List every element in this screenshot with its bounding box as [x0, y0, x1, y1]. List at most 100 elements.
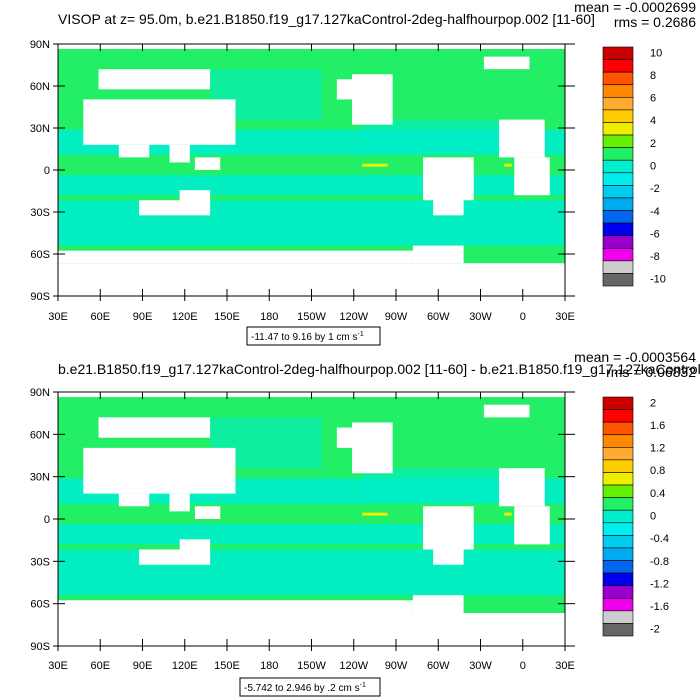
- colorbar-swatch: [602, 547, 634, 561]
- colorbar-swatch: [602, 260, 634, 274]
- colorbar-swatch: [602, 484, 634, 498]
- colorbar-swatch: [602, 71, 634, 86]
- colorbar-swatch: [602, 210, 634, 224]
- x-tick-label: 60E: [90, 311, 110, 323]
- colorbar-swatch: [602, 434, 634, 448]
- y-tick-label: 0: [44, 514, 50, 526]
- mean-label: mean = -0.0003564: [574, 349, 696, 365]
- land-region: [499, 468, 545, 507]
- colorbar-label: -1.6: [650, 601, 669, 613]
- colorbar-swatch: [602, 134, 634, 148]
- x-tick-label: 30E: [48, 660, 68, 672]
- field-band: [58, 524, 565, 545]
- land-region: [483, 56, 530, 70]
- land-region: [179, 190, 211, 211]
- field-band: [58, 549, 565, 596]
- x-tick-label: 30E: [555, 311, 575, 323]
- x-tick-label: 30E: [48, 311, 68, 323]
- colorbar-swatch: [602, 247, 634, 262]
- colorbar-swatch: [602, 222, 634, 236]
- land-region: [514, 157, 550, 196]
- anomaly-streak: [504, 163, 512, 167]
- colorbar-label: -4: [650, 206, 660, 218]
- x-tick-label: 120E: [172, 660, 198, 672]
- colorbar-label: -2: [650, 624, 660, 636]
- colorbar-swatch: [602, 610, 634, 624]
- colorbar-swatch: [602, 109, 634, 123]
- field-band: [58, 175, 565, 196]
- panel-top: VISOP at z= 95.0m, b.e21.B1850.f19_g17.1…: [30, 0, 696, 346]
- plot-title: b.e21.B1850.f19_g17.127kaControl-2deg-ha…: [58, 361, 700, 377]
- x-tick-label: 90W: [385, 311, 408, 323]
- colorbar-swatch: [602, 84, 634, 98]
- land-region: [194, 157, 221, 170]
- colorbar-label: 4: [650, 115, 656, 127]
- land-region: [83, 447, 236, 494]
- land-region: [412, 245, 464, 264]
- x-tick-label: 60W: [427, 311, 450, 323]
- colorbar-swatch: [602, 447, 634, 461]
- x-tick-label: 120W: [339, 660, 368, 672]
- colorbar: 2 1.6 1.2 0.8 0.4 0 -0.4 -0.8 -1.2 -1.6 -2: [602, 396, 669, 637]
- land-region: [483, 404, 530, 418]
- y-tick-label: 30N: [30, 472, 50, 484]
- range-label: -11.47 to 9.16 by 1 cm s-1: [251, 331, 364, 343]
- x-tick-label: 60W: [427, 660, 450, 672]
- colorbar-swatch: [602, 396, 634, 410]
- colorbar-label: 0.4: [650, 488, 665, 500]
- colorbar-swatch: [602, 122, 634, 136]
- colorbar-label: -8: [650, 251, 660, 263]
- colorbar-label: 1.2: [650, 443, 665, 455]
- colorbar-swatch: [602, 97, 634, 111]
- y-tick-label: 90N: [30, 39, 50, 51]
- land-region: [98, 69, 211, 90]
- colorbar-label: 0: [650, 161, 656, 173]
- colorbar-swatch: [602, 585, 634, 599]
- land-region: [336, 427, 373, 448]
- colorbar-swatch: [602, 572, 634, 586]
- y-tick-label: 90S: [30, 291, 50, 303]
- land-region: [433, 539, 464, 565]
- colorbar-swatch: [602, 172, 634, 186]
- y-tick-label: 30N: [30, 123, 50, 135]
- colorbar-label: 8: [650, 70, 656, 82]
- colorbar-swatch: [602, 623, 634, 637]
- colorbar-label: -1.2: [650, 578, 669, 590]
- mean-label: mean = -0.0002699: [574, 0, 696, 15]
- colorbar-swatch: [602, 159, 634, 174]
- x-tick-label: 150W: [297, 311, 326, 323]
- rms-label: rms = 0.06832: [606, 364, 696, 380]
- colorbar-swatch: [602, 273, 634, 287]
- x-tick-label: 150E: [214, 311, 240, 323]
- land-region: [169, 493, 190, 512]
- colorbar-swatch: [602, 522, 634, 536]
- colorbar-swatch: [602, 459, 634, 473]
- colorbar-swatch: [602, 560, 634, 574]
- colorbar-swatch: [602, 235, 634, 249]
- colorbar-swatch: [602, 509, 634, 524]
- y-tick-label: 90S: [30, 641, 50, 653]
- colorbar-swatch: [602, 409, 634, 423]
- colorbar-label: -10: [650, 274, 666, 286]
- land-region: [58, 600, 413, 613]
- colorbar-label: -0.8: [650, 556, 669, 568]
- land-region: [412, 595, 464, 613]
- x-tick-label: 90E: [133, 660, 153, 672]
- colorbar-swatch: [602, 535, 634, 549]
- colorbar-swatch: [602, 46, 634, 60]
- y-tick-label: 60S: [30, 599, 50, 611]
- colorbar-label: 1.6: [650, 420, 665, 432]
- anomaly-streak: [362, 512, 388, 516]
- land-region: [118, 493, 150, 507]
- x-tick-label: 90E: [133, 311, 153, 323]
- range-superscript: -1: [360, 682, 366, 689]
- x-tick-label: 120W: [339, 311, 368, 323]
- y-tick-label: 60S: [30, 249, 50, 261]
- colorbar-label: 0: [650, 511, 656, 523]
- land-region: [83, 99, 236, 145]
- plot-title: VISOP at z= 95.0m, b.e21.B1850.f19_g17.1…: [58, 11, 595, 27]
- colorbar-label: 0.8: [650, 465, 665, 477]
- y-tick-label: 60N: [30, 81, 50, 93]
- colorbar-label: 2: [650, 138, 656, 150]
